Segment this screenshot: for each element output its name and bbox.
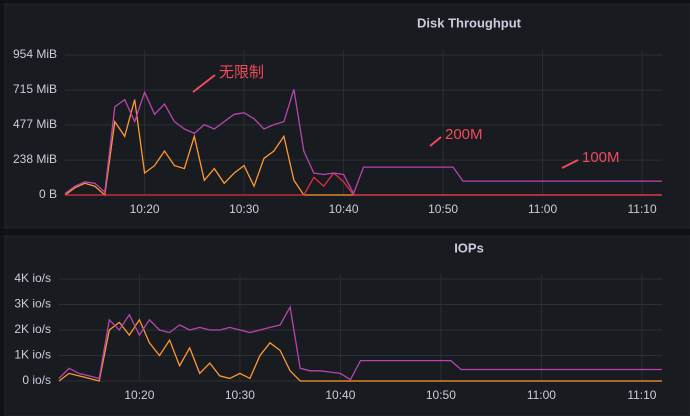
annotation-arrow: [561, 159, 579, 169]
y-tick-label: 0 io/s: [22, 373, 51, 387]
series-line: [58, 318, 662, 382]
series-line: [58, 305, 662, 381]
x-tick-label: 11:00: [527, 388, 556, 402]
annotation: 200M: [445, 126, 483, 143]
series-line: [65, 172, 662, 196]
panel: [4, 235, 690, 416]
x-tick-label: 10:50: [428, 202, 458, 216]
y-tick-label: 4K io/s: [14, 271, 51, 285]
annotation-arrow: [192, 74, 216, 93]
panel: [4, 3, 690, 229]
annotation: 无限制: [219, 64, 264, 81]
x-tick-label: 10:30: [225, 388, 255, 402]
annotation-arrow: [429, 136, 442, 147]
y-tick-label: 477 MiB: [13, 117, 57, 131]
y-tick-label: 238 MiB: [13, 152, 57, 166]
x-tick-label: 10:40: [325, 388, 355, 402]
x-tick-label: 10:30: [229, 202, 259, 216]
annotation: 100M: [582, 149, 620, 166]
x-tick-label: 10:20: [130, 202, 160, 216]
y-tick-label: 954 MiB: [13, 47, 57, 61]
y-tick-label: 1K io/s: [14, 348, 51, 362]
y-tick-label: 3K io/s: [14, 297, 51, 311]
y-tick-label: 0 B: [39, 187, 57, 201]
x-tick-label: 10:40: [329, 202, 359, 216]
chart-title: Disk Throughput: [417, 15, 522, 30]
x-tick-label: 11:10: [628, 202, 657, 216]
y-tick-label: 2K io/s: [14, 322, 51, 336]
x-tick-label: 10:20: [124, 388, 154, 402]
x-tick-label: 11:00: [528, 202, 557, 216]
chart-title: IOPs: [454, 240, 484, 255]
y-tick-label: 715 MiB: [13, 82, 57, 96]
series-line: [64, 89, 662, 196]
x-tick-label: 10:50: [426, 388, 456, 402]
x-tick-label: 11:10: [627, 388, 656, 402]
